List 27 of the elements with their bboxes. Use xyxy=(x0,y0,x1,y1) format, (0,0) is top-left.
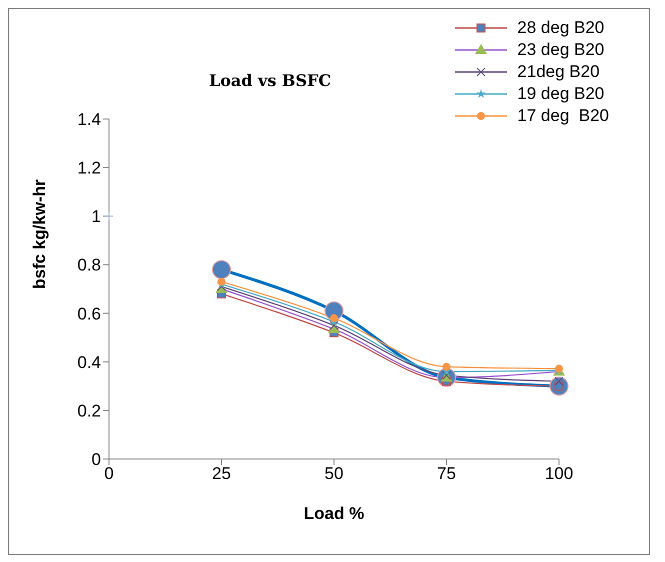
point xyxy=(330,314,338,322)
point xyxy=(554,376,564,386)
legend-label: 17 deg B20 xyxy=(517,106,609,126)
x-tick-label: 100 xyxy=(544,464,574,484)
point xyxy=(218,278,226,286)
y-tick-label: 0.8 xyxy=(77,256,101,275)
x-tick-label: 0 xyxy=(104,464,114,484)
y-tick-label: 0.2 xyxy=(77,401,101,420)
legend-label: 21deg B20 xyxy=(517,62,600,82)
x-tick-label: 50 xyxy=(324,464,344,484)
point xyxy=(330,320,338,330)
y-axis-title: bsfc kg/kw-hr xyxy=(30,179,50,289)
x-tick-label: 75 xyxy=(437,464,456,484)
y-tick-label: 1 xyxy=(92,207,101,226)
x-tick-label: 25 xyxy=(212,464,231,484)
point xyxy=(104,212,114,221)
y-tick-label: 0.4 xyxy=(77,352,101,372)
y-tick-label: 1.2 xyxy=(77,158,101,178)
y-tick-label: 0.6 xyxy=(77,304,101,324)
legend-label: 28 deg B20 xyxy=(517,18,604,38)
legend-label: 23 deg B20 xyxy=(517,40,604,60)
legend-label: 19 deg B20 xyxy=(517,84,604,104)
x-axis-title: Load % xyxy=(304,504,364,523)
y-tick-label: 1.4 xyxy=(77,110,101,130)
point xyxy=(442,362,450,371)
chart-title: Load vs BSFC xyxy=(209,71,332,90)
y-tick-label: 0 xyxy=(92,450,101,470)
